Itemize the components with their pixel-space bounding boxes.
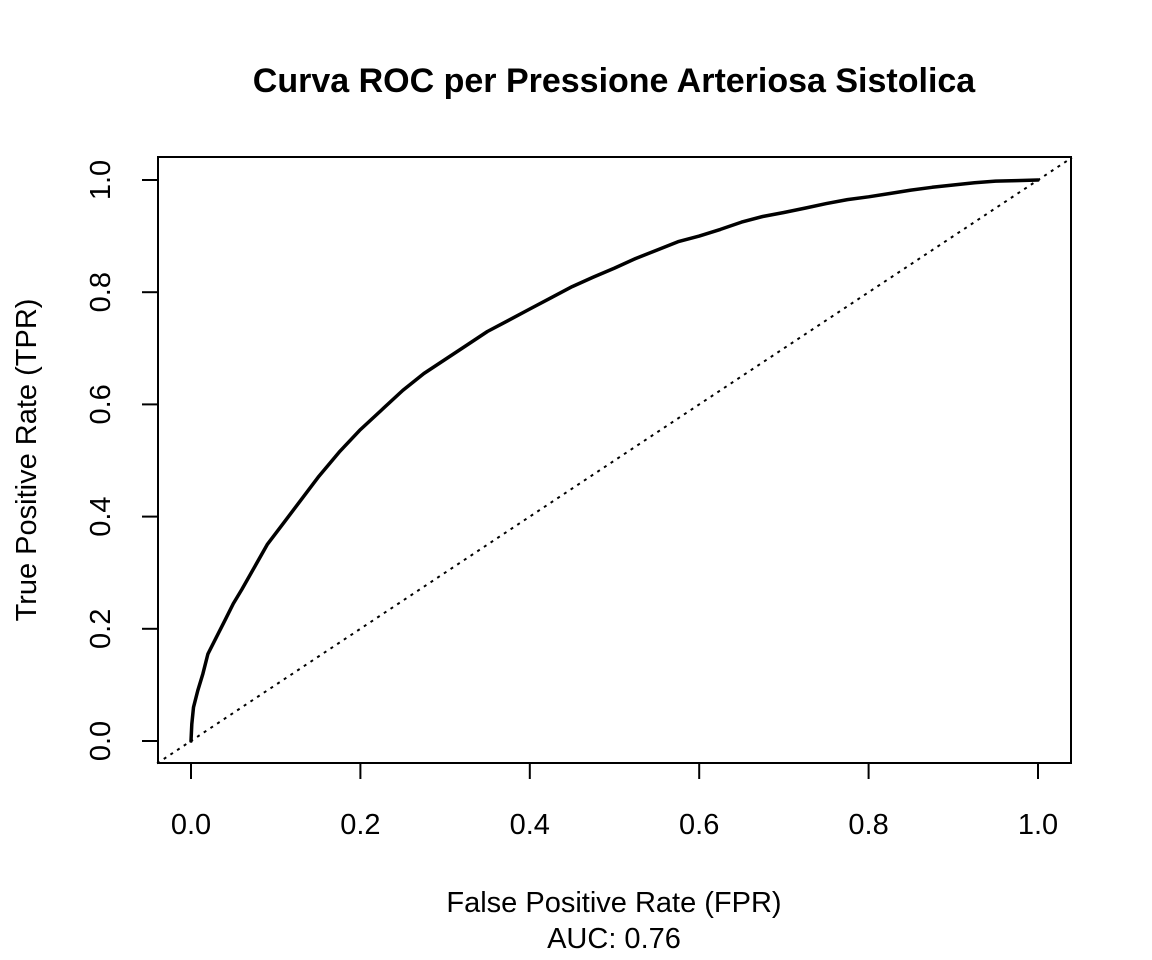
- auc-annotation: AUC: 0.76: [547, 923, 681, 955]
- reference-diagonal-line: [156, 156, 1073, 765]
- x-tick-label: 0.8: [848, 809, 888, 841]
- x-axis-label: False Positive Rate (FPR): [446, 887, 781, 919]
- plot-frame: [157, 156, 1072, 764]
- y-tick-label: 0.0: [85, 721, 117, 761]
- x-tick-label: 0.6: [679, 809, 719, 841]
- x-tick-label: 1.0: [1018, 809, 1058, 841]
- series-layer: [156, 156, 1073, 765]
- y-tick-label: 0.8: [85, 272, 117, 312]
- x-tick-label: 0.4: [510, 809, 550, 841]
- x-tick-label: 0.0: [171, 809, 211, 841]
- x-tick-label: 0.2: [340, 809, 380, 841]
- x-axis: 0.0 0.2 0.4 0.6 0.8 1.0: [171, 762, 1058, 841]
- chart-title: Curva ROC per Pressione Arteriosa Sistol…: [253, 62, 977, 100]
- y-tick-label: 1.0: [85, 160, 117, 200]
- y-axis-label: True Positive Rate (TPR): [11, 299, 43, 622]
- y-tick-label: 0.6: [85, 384, 117, 424]
- y-axis: 0.0 0.2 0.4 0.6 0.8 1.0: [85, 160, 159, 761]
- y-tick-label: 0.2: [85, 609, 117, 649]
- roc-curve-line: [189, 178, 1040, 743]
- y-tick-label: 0.4: [85, 496, 117, 536]
